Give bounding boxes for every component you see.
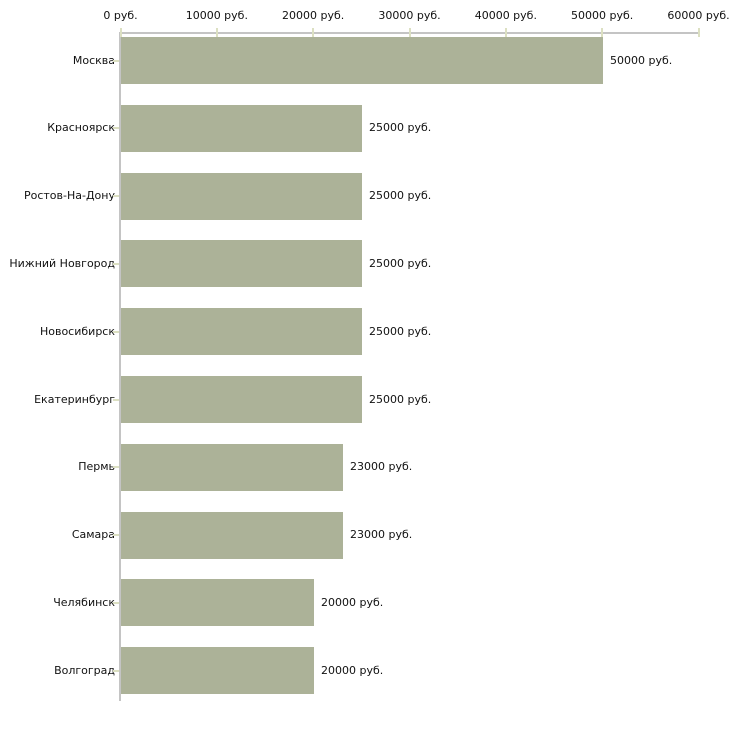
bar <box>121 647 314 695</box>
x-axis-tick-label: 20000 руб. <box>282 9 345 22</box>
x-axis-tick <box>312 28 315 37</box>
x-axis-tick-label: 30000 руб. <box>378 9 441 22</box>
y-axis-line <box>119 32 121 701</box>
category-label: Самара <box>71 528 115 542</box>
value-label: 50000 руб. <box>610 53 673 67</box>
x-axis-tick-label: 0 руб. <box>103 9 138 22</box>
x-axis-tick <box>119 28 122 37</box>
x-axis-tick-label: 50000 руб. <box>571 9 634 22</box>
bar <box>121 376 362 423</box>
value-label: 25000 руб. <box>369 121 432 135</box>
category-label: Ростов-На-Дону <box>23 189 115 203</box>
bar <box>121 240 362 288</box>
category-label: Челябинск <box>53 595 115 609</box>
x-axis-tick <box>697 28 700 37</box>
category-label: Волгоград <box>54 663 115 677</box>
value-label: 23000 руб. <box>350 460 413 474</box>
category-label: Новосибирск <box>39 324 115 338</box>
bar <box>121 579 314 627</box>
value-label: 25000 руб. <box>369 324 432 338</box>
value-label: 25000 руб. <box>369 189 432 203</box>
x-axis-tick-label: 40000 руб. <box>474 9 537 22</box>
bar <box>121 104 362 152</box>
value-label: 20000 руб. <box>321 663 384 677</box>
y-axis-tick <box>113 398 119 401</box>
y-axis-tick <box>113 127 119 130</box>
x-axis-tick-label: 10000 руб. <box>185 9 248 22</box>
bar <box>121 443 343 491</box>
value-label: 20000 руб. <box>321 595 384 609</box>
y-axis-tick <box>113 195 119 198</box>
bar <box>121 511 343 559</box>
y-axis-tick <box>113 330 119 333</box>
y-axis-tick <box>113 466 119 469</box>
y-axis-tick <box>113 601 119 604</box>
x-axis-tick <box>601 28 604 37</box>
category-label: Красноярск <box>47 121 115 135</box>
x-axis-tick <box>504 28 507 37</box>
bar <box>121 172 362 220</box>
x-axis-tick <box>215 28 218 37</box>
value-label: 25000 руб. <box>369 392 432 406</box>
bar <box>121 37 603 84</box>
y-axis-tick <box>113 669 119 672</box>
y-axis-tick <box>113 534 119 537</box>
value-label: 25000 руб. <box>369 256 432 270</box>
bar <box>121 308 362 356</box>
y-axis-tick <box>113 59 119 62</box>
category-label: Москва <box>72 53 115 67</box>
value-label: 23000 руб. <box>350 528 413 542</box>
category-label: Нижний Новгород <box>9 256 115 270</box>
category-label: Екатеринбург <box>34 392 115 406</box>
category-label: Пермь <box>78 460 115 474</box>
y-axis-tick <box>113 262 119 265</box>
x-axis-tick <box>408 28 411 37</box>
x-axis-tick-label: 60000 руб. <box>667 9 730 22</box>
